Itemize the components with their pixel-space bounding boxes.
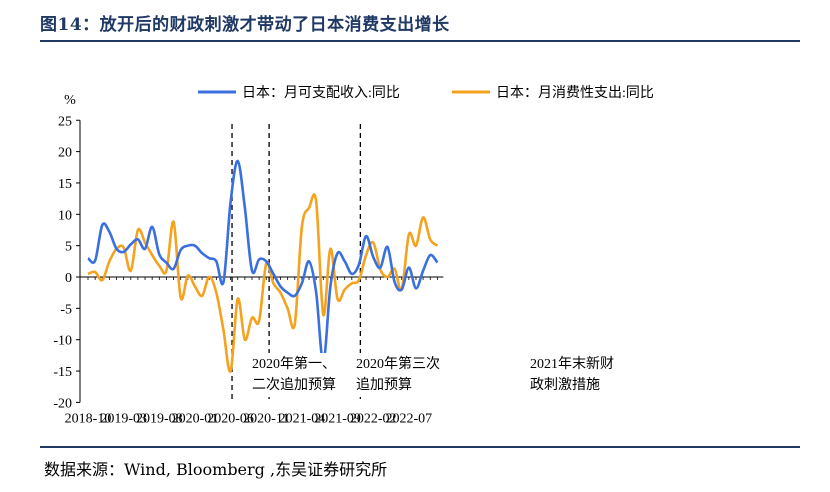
annotation-label: 政刺激措施 [530, 376, 600, 393]
figure-title: 图14：放开后的财政刺激才带动了日本消费支出增长 [40, 15, 450, 35]
title-bar: 图14：放开后的财政刺激才带动了日本消费支出增长 [40, 0, 800, 42]
y-tick-label: -20 [53, 396, 72, 411]
y-tick-label: 5 [65, 240, 72, 255]
y-tick-label: -15 [53, 365, 72, 380]
x-tick-label: 2020-11 [243, 411, 289, 426]
y-tick-label: 10 [58, 208, 72, 223]
annotation-label: 2020年第一、 [252, 355, 336, 372]
series-line-income [87, 159, 439, 363]
annotation-background [250, 353, 346, 397]
annotation-label: 2020年第三次 [356, 355, 440, 372]
x-tick-label: 2019-08 [136, 411, 183, 426]
annotation-label: 2021年末新财 [530, 356, 614, 372]
y-tick-label: 20 [58, 146, 72, 161]
y-tick-label: 15 [58, 177, 72, 192]
annotation-label: 二次追加预算 [252, 377, 336, 393]
x-tick-label: 2022-07 [386, 411, 433, 426]
x-tick-label: 2021-09 [314, 411, 361, 426]
x-tick-label: 2018-10 [65, 411, 112, 426]
y-tick-label: 0 [65, 271, 72, 286]
annotation-background [528, 353, 624, 397]
x-tick-label: 2020-01 [172, 411, 219, 426]
y-tick-label: -5 [60, 302, 72, 317]
y-axis-label: % [64, 93, 76, 108]
y-tick-label: -10 [53, 334, 72, 349]
y-tick-label: 25 [58, 114, 72, 129]
source-note: 数据来源：Wind, Bloomberg ,东吴证券研究所 [44, 460, 388, 479]
annotation-background [354, 353, 450, 397]
source-divider [40, 446, 800, 448]
x-tick-label: 2019-03 [100, 411, 147, 426]
x-tick-label: 2020-06 [207, 411, 254, 426]
x-tick-label: 2022-02 [350, 411, 397, 426]
series-line-consumption [87, 193, 439, 373]
legend-label: 日本：月消费性支出:同比 [496, 85, 654, 101]
x-tick-label: 2021-04 [279, 411, 326, 426]
legend-label: 日本：月可支配收入:同比 [242, 85, 400, 101]
annotation-label: 追加预算 [356, 377, 412, 393]
